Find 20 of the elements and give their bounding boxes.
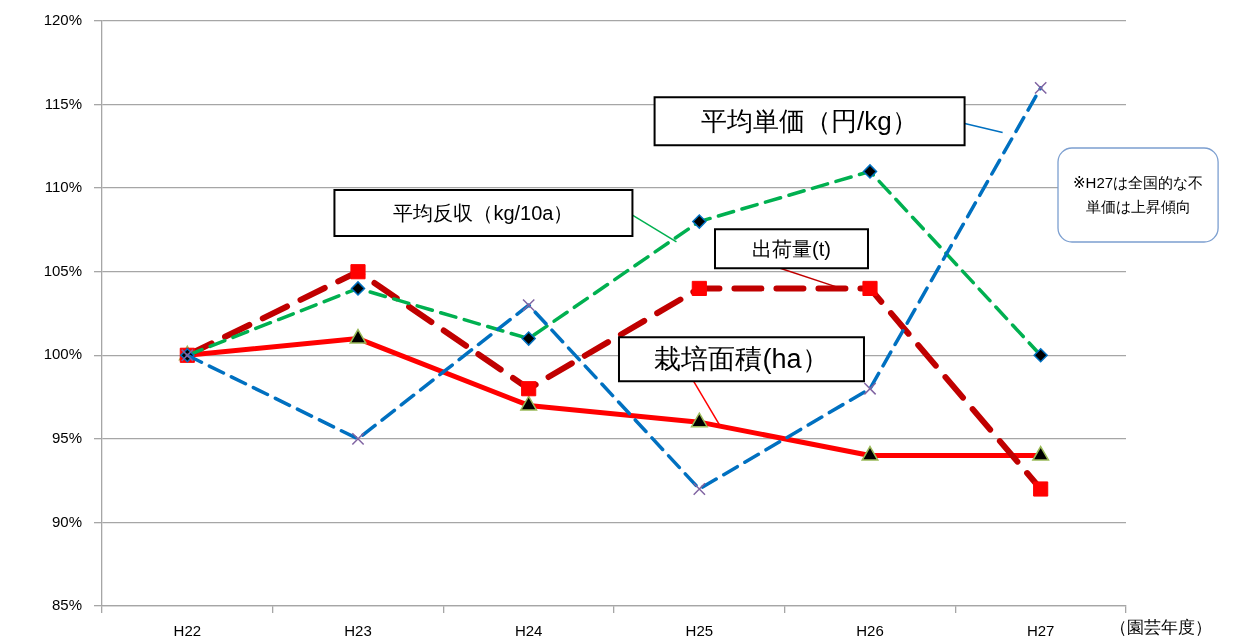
x-tick-label: H22 xyxy=(173,622,202,640)
y-tick-label: 105% xyxy=(43,261,82,279)
x-tick-label: H27 xyxy=(1026,622,1055,640)
y-tick-label: 85% xyxy=(51,596,82,614)
series-label: 栽培面積(ha） xyxy=(654,343,829,374)
x-tick-label: H24 xyxy=(514,622,543,640)
x-tick-label: H25 xyxy=(685,622,714,640)
legend-label: 平均単価（円/kg） xyxy=(701,106,918,137)
y-tick-label: 110% xyxy=(44,178,82,196)
y-tick-label: 120% xyxy=(43,11,82,29)
y-tick-label: 95% xyxy=(51,429,82,446)
series-label: 出荷量(t) xyxy=(751,237,831,260)
y-tick-label: 115% xyxy=(44,94,82,112)
x-axis-title: （園芸年度） xyxy=(1110,617,1212,637)
x-tick-label: H26 xyxy=(856,622,884,640)
x-tick-label: H23 xyxy=(344,622,372,640)
y-tick-label: 90% xyxy=(51,512,82,530)
text: 平均反収（kg/10a） xyxy=(393,202,574,225)
annotation: ※H27は全国的な不単価は上昇傾向 xyxy=(1072,173,1205,217)
y-tick-label: 100% xyxy=(43,345,82,363)
